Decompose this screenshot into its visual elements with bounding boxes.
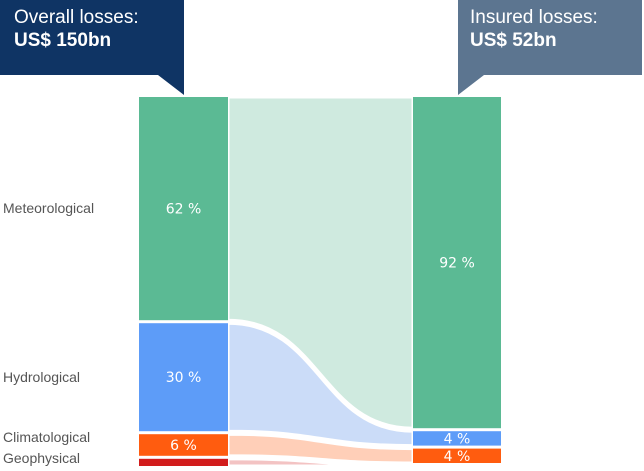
category-label-geophysical: Geophysical (3, 450, 81, 466)
bar-overall-meteorological (139, 97, 228, 321)
flow-geophysical (226, 457, 414, 468)
insured-losses-value: US$ 52bn (470, 30, 557, 51)
category-label-meteorological: Meteorological (3, 200, 95, 216)
bar-layer (139, 97, 501, 466)
insured-losses-callout: Insured losses: US$ 52bn (458, 0, 642, 95)
overall-value-climatological: 6 % (170, 438, 197, 454)
bar-overall-hydrological (139, 323, 228, 432)
insured-value-hydrological: 4 % (444, 431, 471, 447)
bar-overall-climatological (139, 434, 228, 456)
bar-insured-meteorological (413, 97, 501, 429)
insured-callout-box (458, 0, 642, 95)
flow-hydrological (226, 321, 415, 448)
flow-meteorological (226, 95, 415, 430)
overall-losses-label: Overall losses: (14, 7, 139, 28)
bar-overall-geophysical (139, 458, 228, 466)
insured-value-climatological: 4 % (444, 449, 471, 465)
insured-value-meteorological: 92 % (439, 256, 475, 272)
insured-losses-label: Insured losses: (470, 7, 598, 28)
bar-insured-hydrological (413, 431, 501, 446)
overall-callout-box (0, 0, 184, 95)
overall-losses-value: US$ 150bn (14, 30, 111, 51)
flow-layer (226, 95, 415, 468)
overall-losses-callout: Overall losses: US$ 150bn (0, 0, 184, 95)
overall-value-meteorological: 62 % (166, 202, 202, 218)
bar-insured-climatological (413, 448, 501, 463)
overall-value-hydrological: 30 % (166, 370, 202, 386)
bar-label-layer: 62 % 92 % 30 % 4 % 6 % 4 % (166, 202, 475, 465)
category-label-hydrological: Hydrological (3, 369, 81, 385)
category-label-climatological: Climatological (3, 429, 91, 445)
